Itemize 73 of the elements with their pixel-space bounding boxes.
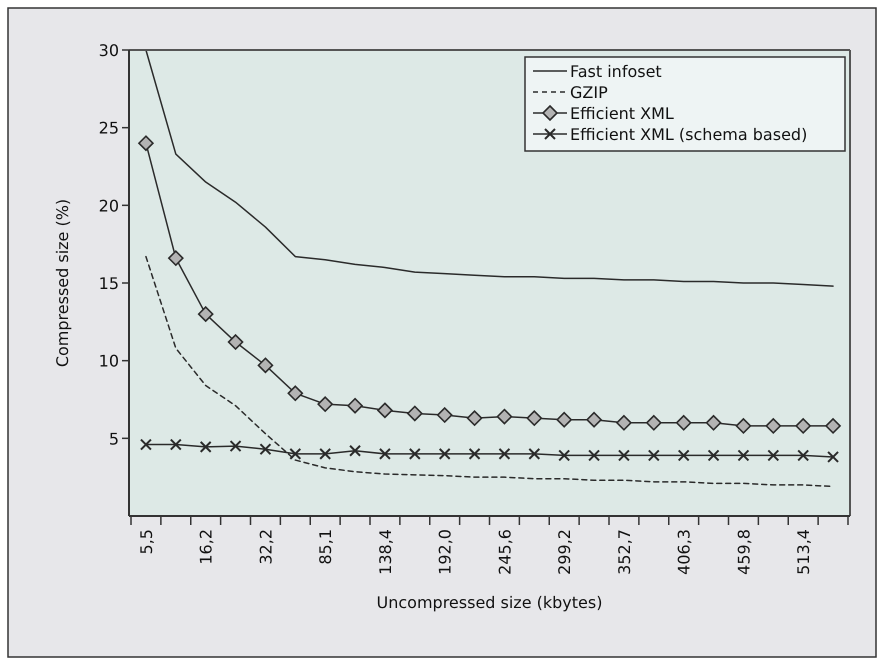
x-tick-label: 138,4 <box>376 529 395 575</box>
point <box>317 396 333 412</box>
x-axis-title: Uncompressed size (kbytes) <box>376 593 602 612</box>
point <box>468 448 481 460</box>
point <box>676 415 692 431</box>
point <box>737 449 750 462</box>
point <box>795 418 811 434</box>
y-tick-label: 20 <box>98 196 119 216</box>
point <box>230 440 242 452</box>
point <box>140 438 152 451</box>
legend-label: Efficient XML (schema based) <box>570 125 808 144</box>
x-tick-label: 352,7 <box>614 529 634 575</box>
x-tick-label: 513,4 <box>794 529 814 575</box>
legend-label: Fast infoset <box>570 62 662 81</box>
point <box>827 450 840 463</box>
point <box>558 449 570 462</box>
point <box>648 449 660 462</box>
legend-label: GZIP <box>570 83 608 102</box>
point <box>377 402 393 418</box>
point <box>767 449 780 462</box>
point <box>259 443 272 456</box>
line-series <box>145 49 834 287</box>
point <box>496 408 512 424</box>
point <box>138 135 154 151</box>
point <box>526 410 542 426</box>
point <box>588 449 600 462</box>
point <box>438 448 451 460</box>
y-tick-label: 5 <box>108 429 119 448</box>
x-tick-label: 32,2 <box>256 529 276 565</box>
x-tick-label: 459,8 <box>734 529 754 575</box>
x-tick-label: 16,2 <box>196 529 216 565</box>
y-tick-label: 30 <box>98 41 119 60</box>
y-tick-label: 15 <box>98 274 119 293</box>
point <box>408 448 421 460</box>
point <box>200 440 212 453</box>
x-tick-label: 85,1 <box>316 529 336 565</box>
point <box>556 412 572 428</box>
point <box>618 449 630 462</box>
x-tick-label: 192,0 <box>436 529 455 575</box>
point <box>347 398 363 414</box>
x-tick-label: 299,2 <box>555 529 574 575</box>
point <box>319 448 332 460</box>
y-tick-label: 25 <box>98 118 119 138</box>
point <box>586 412 602 428</box>
y-tick-label: 10 <box>98 352 119 371</box>
point <box>646 415 662 431</box>
point <box>466 410 482 426</box>
point <box>289 448 302 460</box>
x-tick-label: 406,3 <box>674 529 694 575</box>
point <box>168 250 184 266</box>
point <box>825 418 841 434</box>
point <box>288 385 304 402</box>
point <box>198 306 214 322</box>
point <box>736 418 752 434</box>
point <box>766 418 782 434</box>
point <box>349 444 362 457</box>
point <box>797 449 810 462</box>
point <box>258 358 274 374</box>
point <box>170 438 182 451</box>
point <box>706 415 722 431</box>
y-axis-title: Compressed size (%) <box>53 198 72 368</box>
x-tick-label: 245,6 <box>495 529 514 575</box>
point <box>407 406 423 422</box>
point <box>708 449 720 462</box>
point <box>498 448 510 460</box>
point <box>678 449 690 462</box>
x-tick-label: 5,5 <box>136 529 156 554</box>
point <box>528 448 540 460</box>
point <box>228 334 244 350</box>
point <box>616 415 632 431</box>
point <box>436 407 452 423</box>
point <box>378 448 391 460</box>
legend-label: Efficient XML <box>570 104 674 123</box>
